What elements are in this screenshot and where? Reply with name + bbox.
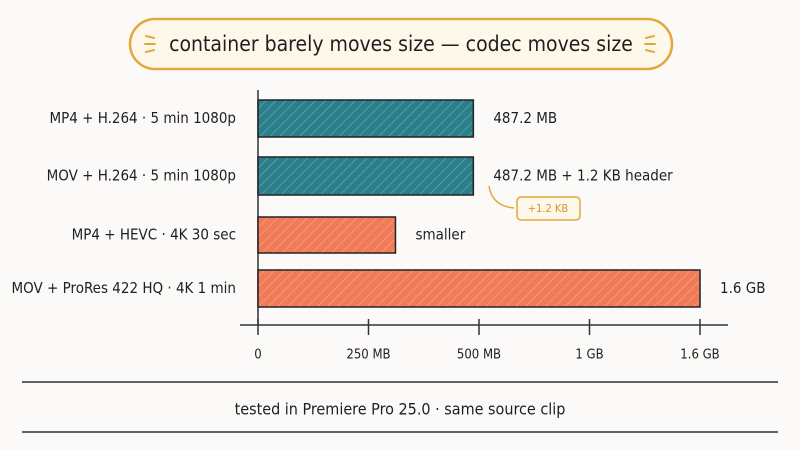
- bar: [257, 99, 475, 138]
- y-tick-label: MP4 + H.264 · 5 min 1080p: [49, 109, 236, 127]
- y-tick-label: MOV + H.264 · 5 min 1080p: [47, 167, 236, 185]
- value-label: 1.6 GB: [720, 279, 765, 297]
- footer: tested in Premiere Pro 25.0 · same sourc…: [235, 400, 566, 419]
- y-tick-label: MP4 + HEVC · 4K 30 sec: [72, 226, 236, 244]
- chart-title: container barely moves size — codec move…: [169, 32, 633, 56]
- title-sparks: [144, 35, 656, 53]
- bar: [257, 156, 475, 196]
- x-tick-label: 250 MB: [346, 348, 390, 363]
- x-tick-label: 500 MB: [457, 348, 501, 363]
- value-label: 487.2 MB: [493, 109, 557, 127]
- value-label: smaller: [415, 226, 465, 244]
- x-tick-label: 1 GB: [575, 348, 603, 363]
- bar: [257, 269, 701, 308]
- bar: [257, 216, 397, 254]
- annotation-box: [516, 196, 581, 221]
- x-tick-label: 0: [254, 348, 261, 363]
- x-tick-label: 1.6 GB: [680, 348, 719, 363]
- title-pill: [128, 17, 674, 71]
- value-label: 487.2 MB + 1.2 KB header: [493, 167, 673, 185]
- y-tick-label: MOV + ProRes 422 HQ · 4K 1 min: [12, 279, 236, 297]
- annotation: +1.2 KB: [528, 202, 569, 215]
- annotation-arrow: [488, 185, 515, 209]
